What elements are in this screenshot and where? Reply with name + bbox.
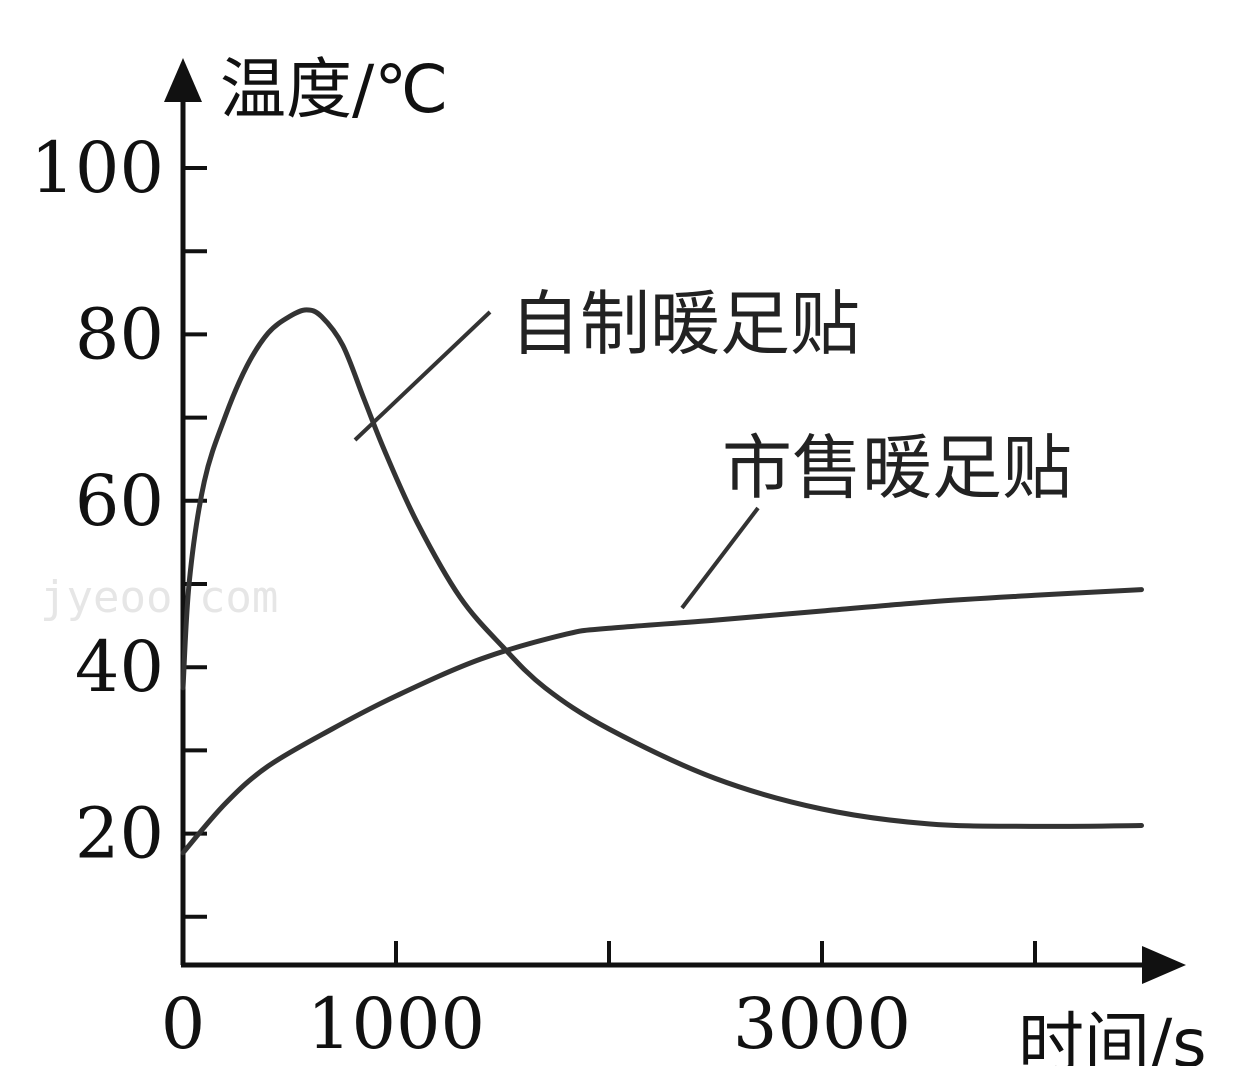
ticks: [183, 166, 1037, 965]
y-tick-label-80: 80: [75, 293, 164, 375]
y-tick-label-100: 100: [30, 127, 164, 209]
series-line-commercial: [180, 587, 1144, 856]
series-lines: [180, 307, 1144, 856]
series-line-homemade: [180, 307, 1144, 829]
leader-line-series-1: [353, 310, 492, 442]
y-tick-label-60: 60: [75, 460, 164, 542]
x-axis-arrow: [1142, 946, 1186, 984]
axes: [164, 58, 1186, 984]
watermark: jyeoo.com: [40, 572, 278, 623]
y-axis-arrow: [164, 58, 202, 102]
y-tick-label-20: 20: [75, 793, 164, 875]
series-label-commercial: 市售暖足贴: [722, 427, 1072, 509]
x-axis-title: 时间/s: [1018, 1005, 1207, 1066]
leader-line-series-2: [680, 506, 760, 610]
y-axis-title: 温度/℃: [220, 51, 448, 128]
x-tick-label-3000: 3000: [733, 983, 911, 1065]
x-tick-label-1000: 1000: [307, 983, 485, 1065]
x-tick-label-0: 0: [161, 983, 206, 1065]
y-tick-label-40: 40: [75, 626, 164, 708]
series-label-homemade: 自制暖足贴: [510, 283, 860, 365]
